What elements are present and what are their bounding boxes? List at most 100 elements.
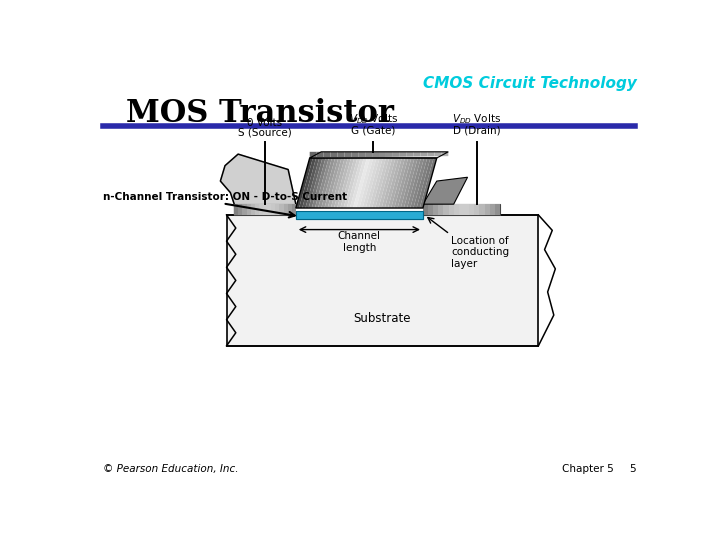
Bar [279,204,284,215]
Polygon shape [337,158,354,208]
Polygon shape [325,158,341,208]
Bar [438,204,444,215]
Polygon shape [397,158,415,208]
Polygon shape [344,152,351,158]
Text: Channel
length: Channel length [338,231,381,253]
Polygon shape [363,158,379,208]
Text: n-Channel Transistor: ON - D-to-S Current: n-Channel Transistor: ON - D-to-S Curren… [104,192,348,202]
Polygon shape [356,158,373,208]
Polygon shape [353,158,370,208]
Text: G (Gate): G (Gate) [351,126,395,136]
Bar [275,204,279,215]
Polygon shape [296,158,313,208]
Bar [227,215,539,346]
Bar [469,204,474,215]
Text: $V_{DD}$ Volts: $V_{DD}$ Volts [348,113,398,126]
Polygon shape [393,152,400,157]
Polygon shape [315,158,332,208]
Bar [423,204,428,215]
Text: MOS Transistor: MOS Transistor [127,98,395,129]
Polygon shape [414,152,420,157]
Bar [449,204,454,215]
Bar [296,211,423,219]
Bar [255,204,259,215]
Bar [284,204,287,215]
Polygon shape [346,158,364,208]
Bar [267,204,271,215]
Polygon shape [395,158,411,208]
Bar [459,204,464,215]
Polygon shape [391,158,408,208]
Polygon shape [404,158,421,208]
Polygon shape [351,152,359,158]
Polygon shape [441,152,449,156]
Polygon shape [309,158,325,208]
Polygon shape [369,158,386,208]
Bar [296,211,423,219]
Polygon shape [365,152,372,157]
Polygon shape [384,158,402,208]
Polygon shape [379,152,386,157]
Polygon shape [312,158,329,208]
Polygon shape [310,152,317,158]
Polygon shape [413,158,431,208]
Polygon shape [400,152,407,157]
Polygon shape [330,158,348,208]
Polygon shape [372,158,389,208]
Polygon shape [328,158,345,208]
Bar [433,204,438,215]
Polygon shape [372,152,379,157]
Polygon shape [343,158,361,208]
Polygon shape [350,158,367,208]
Polygon shape [341,158,357,208]
Polygon shape [330,152,338,158]
Polygon shape [338,152,344,158]
Polygon shape [420,158,437,208]
Polygon shape [386,152,393,157]
Polygon shape [420,152,428,157]
Bar [464,204,469,215]
Polygon shape [323,152,330,158]
Bar [444,204,449,215]
Polygon shape [334,158,351,208]
Bar [428,204,433,215]
Polygon shape [410,158,427,208]
Text: CMOS Circuit Technology: CMOS Circuit Technology [423,76,637,91]
Polygon shape [375,158,392,208]
Polygon shape [400,158,418,208]
Bar [246,204,251,215]
Bar [243,204,246,215]
Text: 0 Volts: 0 Volts [248,118,283,128]
Bar [259,204,263,215]
Polygon shape [359,152,365,157]
Text: $V_{DD}$ Volts: $V_{DD}$ Volts [452,113,501,126]
Text: © Pearson Education, Inc.: © Pearson Education, Inc. [104,464,239,475]
Bar [271,204,275,215]
Text: D (Drain): D (Drain) [453,126,500,136]
Polygon shape [428,152,434,157]
Text: Chapter 5     5: Chapter 5 5 [562,464,637,475]
Polygon shape [407,152,414,157]
Polygon shape [321,158,338,208]
Polygon shape [407,158,424,208]
Bar [485,204,490,215]
Bar [251,204,255,215]
Bar [454,204,459,215]
Bar [296,208,423,211]
Polygon shape [388,158,405,208]
Polygon shape [366,158,383,208]
Bar [490,204,495,215]
Polygon shape [299,158,316,208]
Text: Location of
conducting
layer: Location of conducting layer [451,236,510,269]
Polygon shape [379,158,395,208]
Bar [234,204,238,215]
Bar [423,204,500,215]
Polygon shape [220,154,296,215]
Polygon shape [434,152,441,156]
Bar [287,204,292,215]
Bar [292,204,296,215]
Bar [238,204,243,215]
Polygon shape [423,177,467,204]
Text: Substrate: Substrate [354,313,411,326]
Polygon shape [359,158,377,208]
